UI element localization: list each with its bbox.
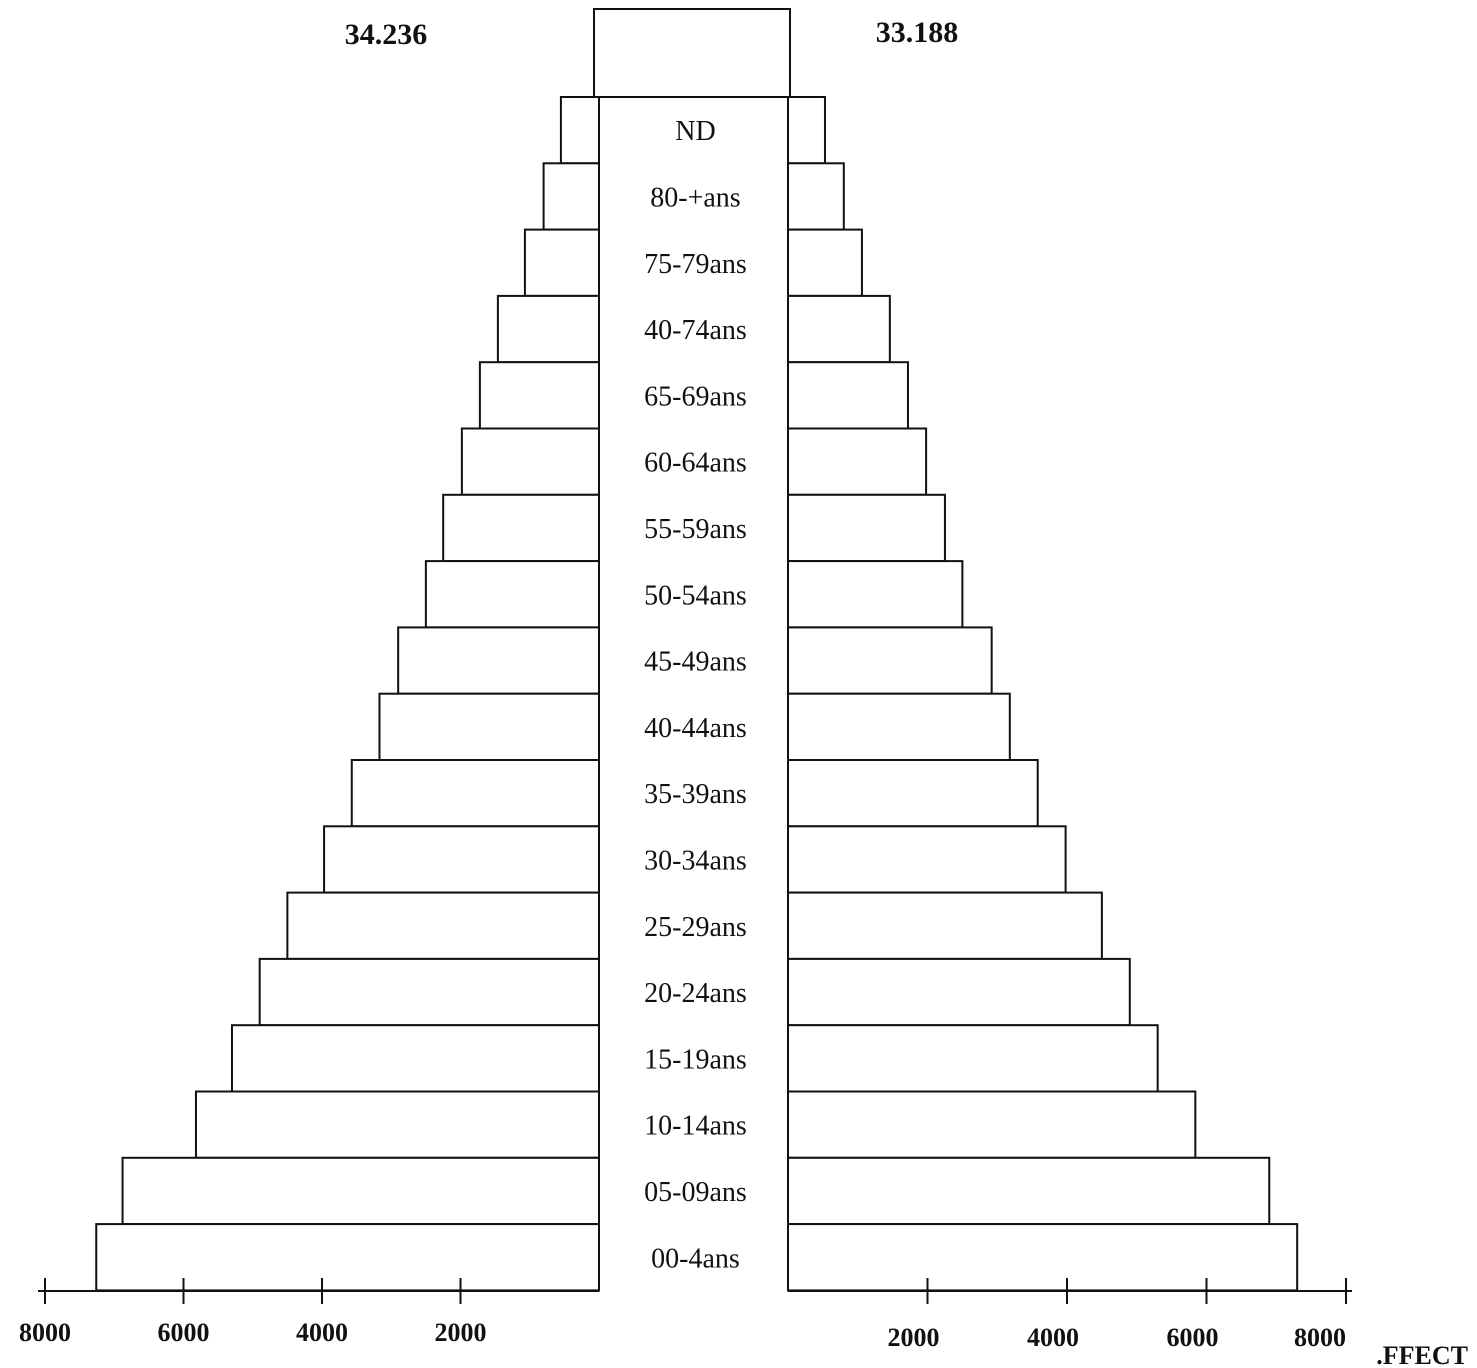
bar-left-0 [559, 96, 600, 165]
age-label-8: 45-49ans [644, 647, 747, 678]
bars-layer [95, 8, 1299, 1292]
bar-right-0 [787, 96, 826, 165]
bar-left-7 [424, 560, 600, 629]
bar-right-5 [787, 427, 928, 496]
bar-right-9 [787, 692, 1011, 762]
age-label-7: 50-54ans [644, 580, 747, 611]
bar-right-17 [787, 1223, 1299, 1292]
bar-left-16 [121, 1156, 600, 1226]
bar-left-2 [523, 228, 601, 297]
age-label-13: 20-24ans [644, 978, 747, 1009]
bar-right-16 [787, 1156, 1271, 1226]
bar-right-3 [787, 294, 891, 364]
bar-right-4 [787, 361, 909, 430]
bar-right-10 [787, 759, 1039, 828]
age-label-17: 00-4ans [651, 1243, 740, 1274]
bar-left-13 [258, 957, 600, 1027]
age-label-11: 30-34ans [644, 845, 747, 876]
age-label-0: ND [675, 116, 715, 147]
bar-left-11 [323, 825, 600, 894]
bar-left-1 [542, 162, 600, 231]
left-tick-label-1: 6000 [158, 1318, 210, 1347]
bar-left-5 [460, 427, 601, 496]
center-column-top [593, 8, 791, 98]
left-tick-label-0: 8000 [19, 1318, 71, 1347]
bar-left-6 [442, 493, 600, 563]
right-total-label: 33.188 [876, 16, 959, 49]
age-label-6: 55-59ans [644, 514, 747, 545]
bar-right-2 [787, 228, 863, 297]
left-total-label: 34.236 [345, 18, 428, 51]
bar-left-3 [496, 294, 600, 364]
bar-right-12 [787, 891, 1103, 960]
right-tick-label-1: 4000 [1027, 1323, 1079, 1352]
labels-layer: ND 80-+ans 75-79ans 40-74ans 65-69ans 60-64an… [345, 16, 959, 1274]
age-label-5: 60-64ans [644, 448, 747, 479]
age-label-1: 80-+ans [650, 182, 740, 213]
bar-right-15 [787, 1090, 1197, 1159]
bar-right-7 [787, 560, 964, 629]
bar-left-8 [397, 626, 600, 695]
age-label-3: 40-74ans [644, 315, 747, 346]
age-label-10: 35-39ans [644, 779, 747, 810]
bar-right-11 [787, 825, 1067, 894]
bar-right-6 [787, 493, 946, 563]
age-label-14: 15-19ans [644, 1044, 747, 1075]
bar-left-17 [95, 1223, 601, 1292]
bar-right-8 [787, 626, 993, 695]
right-tick-label-2: 6000 [1167, 1323, 1219, 1352]
bar-left-4 [478, 361, 601, 430]
corner-label: .FFECT [1376, 1341, 1468, 1368]
age-label-15: 10-14ans [644, 1111, 747, 1142]
age-label-2: 75-79ans [644, 249, 747, 280]
left-tick-label-3: 2000 [435, 1318, 487, 1347]
right-tick-label-0: 2000 [888, 1323, 940, 1352]
bar-right-13 [787, 957, 1131, 1027]
bar-left-12 [286, 891, 600, 960]
age-label-12: 25-29ans [644, 912, 747, 943]
bar-left-14 [230, 1024, 600, 1093]
axes-layer: 8000 6000 4000 2000 2000 4000 6000 8000 .FFECT [19, 1278, 1468, 1368]
age-label-9: 40-44ans [644, 713, 747, 744]
bar-right-1 [787, 162, 845, 231]
bar-right-14 [787, 1024, 1159, 1093]
age-label-16: 05-09ans [644, 1177, 747, 1208]
right-tick-label-3: 8000 [1294, 1323, 1346, 1352]
bar-left-9 [378, 692, 601, 762]
bar-left-15 [194, 1090, 600, 1159]
bar-left-10 [350, 759, 600, 828]
age-label-4: 65-69ans [644, 381, 747, 412]
left-tick-label-2: 4000 [296, 1318, 348, 1347]
